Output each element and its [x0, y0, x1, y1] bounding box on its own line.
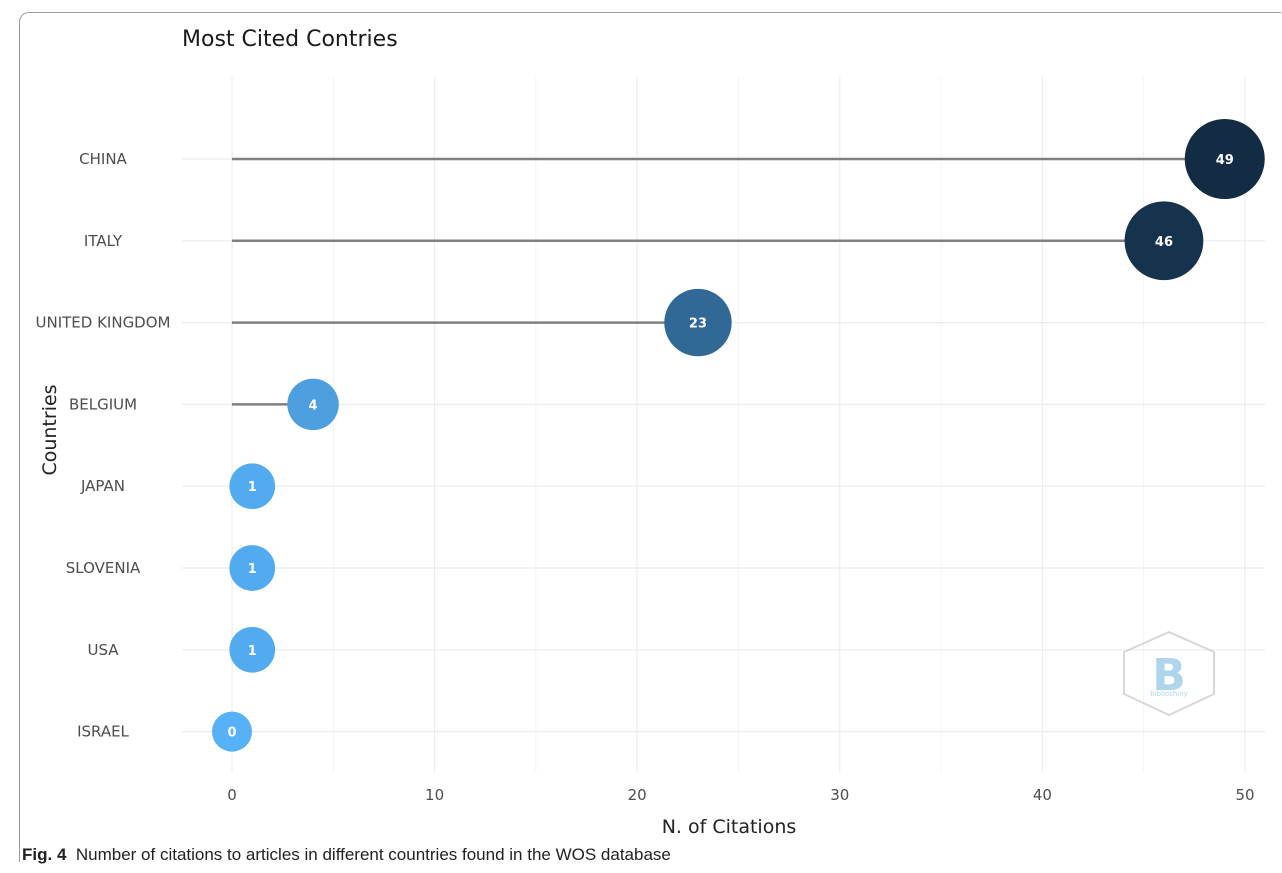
grid-lines — [182, 77, 1265, 772]
lollipop-bubble — [229, 463, 276, 510]
y-tick-label: ITALY — [84, 232, 123, 250]
x-tick-label: 40 — [1033, 786, 1052, 804]
bubble-value-label: 4 — [309, 398, 318, 413]
y-axis-label: Countries — [39, 384, 61, 475]
lollipop-bubble — [229, 545, 276, 591]
lollipop-bubble — [212, 711, 252, 752]
figure-caption: Fig. 4 Number of citations to articles i… — [22, 845, 671, 865]
watermark-text: biblioshiny — [1150, 690, 1188, 698]
lollipop-bubble — [1184, 119, 1265, 199]
bubble-value-label: 1 — [248, 480, 257, 495]
y-tick-label: SLOVENIA — [66, 559, 141, 577]
x-tick-labels: 0 10 20 30 40 50 — [227, 786, 1254, 804]
y-tick-label: USA — [87, 641, 119, 659]
x-tick-label: 10 — [425, 786, 444, 804]
bubble-value-label: 23 — [689, 317, 707, 332]
y-tick-label: UNITED KINGDOM — [36, 314, 171, 332]
y-tick-label: ISRAEL — [77, 723, 129, 741]
x-axis-label: N. of Citations — [662, 816, 797, 838]
lollipop-bubble — [1124, 201, 1204, 281]
watermark-letter: B — [1152, 650, 1186, 701]
y-tick-label: BELGIUM — [69, 395, 137, 413]
y-tick-label: JAPAN — [80, 477, 125, 495]
lollipop-bubbles: 49 46 23 4 1 1 1 0 — [212, 119, 1265, 752]
x-tick-label: 50 — [1235, 786, 1254, 804]
x-tick-label: 0 — [227, 786, 237, 804]
lollipop-bubble — [229, 626, 276, 673]
caption-fig-label: Fig. 4 — [22, 845, 67, 864]
figure-frame — [19, 12, 1281, 862]
bubble-value-label: 46 — [1155, 235, 1173, 250]
x-tick-label: 30 — [830, 786, 849, 804]
bubble-value-label: 0 — [227, 726, 236, 741]
chart-title: Most Cited Contries — [182, 27, 398, 52]
y-tick-labels: CHINA ITALY UNITED KINGDOM BELGIUM JAPAN SLOV… — [36, 150, 171, 741]
lollipop-bubble — [664, 288, 732, 357]
biblioshiny-logo-icon: B biblioshiny — [1123, 630, 1215, 717]
bubble-value-label: 49 — [1216, 153, 1234, 168]
x-tick-label: 20 — [628, 786, 647, 804]
bubble-value-label: 1 — [248, 644, 257, 659]
lollipop-bubble — [287, 378, 339, 431]
caption-text: Number of citations to articles in diffe… — [75, 845, 671, 864]
y-tick-label: CHINA — [79, 150, 127, 168]
bubble-value-label: 1 — [248, 562, 257, 577]
